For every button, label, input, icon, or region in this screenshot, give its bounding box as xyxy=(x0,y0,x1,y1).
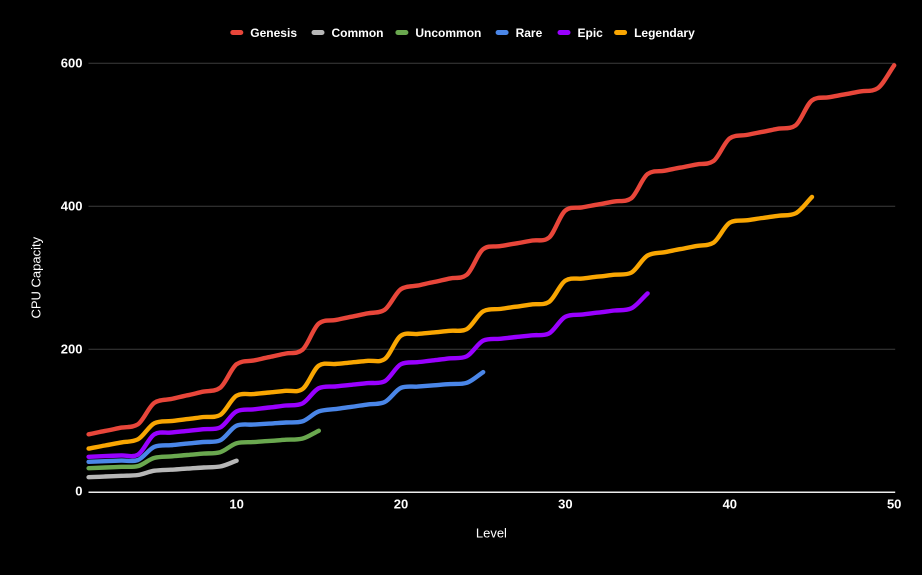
svg-text:50: 50 xyxy=(887,497,901,512)
svg-text:Epic: Epic xyxy=(578,26,604,40)
svg-text:Rare: Rare xyxy=(516,26,543,40)
svg-text:Level: Level xyxy=(476,526,507,541)
svg-text:Legendary: Legendary xyxy=(634,26,695,40)
svg-text:200: 200 xyxy=(61,342,83,357)
svg-text:40: 40 xyxy=(723,497,737,512)
svg-text:Common: Common xyxy=(332,26,384,40)
svg-text:Genesis: Genesis xyxy=(250,26,297,40)
svg-text:400: 400 xyxy=(61,199,83,214)
svg-text:Uncommon: Uncommon xyxy=(415,26,481,40)
svg-text:30: 30 xyxy=(558,497,572,512)
svg-text:20: 20 xyxy=(394,497,408,512)
svg-text:10: 10 xyxy=(229,497,243,512)
svg-text:600: 600 xyxy=(61,56,83,71)
svg-text:0: 0 xyxy=(75,484,82,499)
svg-text:CPU Capacity: CPU Capacity xyxy=(29,236,44,318)
